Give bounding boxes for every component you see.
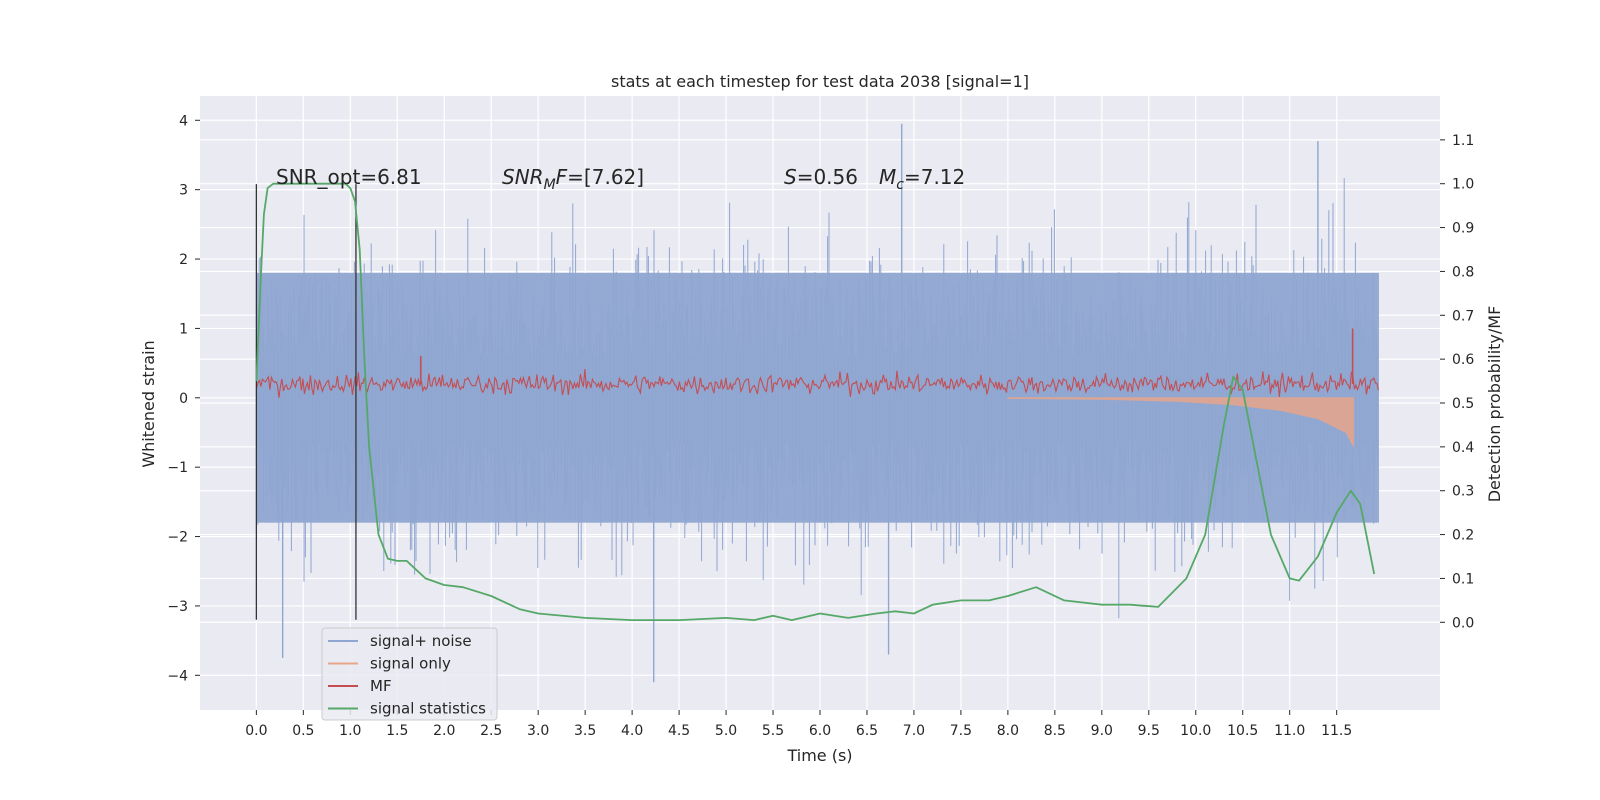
mf-trace [255, 368, 1379, 398]
annotation-s: S=0.56 [784, 165, 858, 189]
x-axis-label: Time (s) [786, 746, 852, 765]
x-tick-label: 9.0 [1091, 723, 1113, 739]
x-tick-label: 8.0 [997, 723, 1019, 739]
y-tick-label: −3 [167, 599, 188, 615]
legend-entry: signal+ noise [370, 632, 472, 650]
x-tick-label: 0.5 [292, 723, 314, 739]
signal-statistics-line [255, 182, 1376, 621]
snr-mf-a: SNR [502, 165, 544, 189]
snr-mf-b: F [556, 165, 568, 189]
annotation-mc: Mc=7.12 [879, 165, 965, 193]
y-tick-label: −2 [167, 530, 188, 546]
y2-tick-label: 0.6 [1452, 352, 1474, 368]
x-tick-label: 1.5 [386, 723, 408, 739]
s-val: =0.56 [797, 165, 858, 189]
y2-tick-label: 0.9 [1452, 221, 1474, 237]
signal-only-envelope [1007, 397, 1355, 447]
x-tick-label: 6.5 [856, 723, 878, 739]
y-tick-label: 1 [179, 321, 188, 337]
x-tick-label: 5.0 [715, 723, 737, 739]
y2-tick-label: 0.7 [1452, 308, 1474, 324]
y-tick-label: 4 [179, 113, 188, 129]
x-tick-label: 3.0 [527, 723, 549, 739]
x-tick-label: 10.5 [1227, 723, 1258, 739]
y2-tick-label: 1.0 [1452, 177, 1474, 193]
s-var: S [784, 165, 797, 189]
annotation-snr-opt: SNR_opt=6.81 [276, 165, 422, 189]
mc-var: M [879, 165, 896, 189]
x-tick-label: 2.0 [433, 723, 455, 739]
legend-box [321, 627, 498, 721]
snr-mf-c: =[7.62] [567, 165, 644, 189]
x-tick-label: 8.5 [1044, 723, 1066, 739]
x-tick-label: 11.0 [1274, 723, 1305, 739]
y2-tick-label: 1.1 [1452, 133, 1474, 149]
x-tick-label: 4.5 [668, 723, 690, 739]
y-tick-label: 3 [179, 183, 188, 199]
y2-tick-label: 0.0 [1452, 615, 1474, 631]
y2-axis-label: Detection probability/MF [1485, 306, 1504, 503]
x-tick-label: 11.5 [1321, 723, 1352, 739]
snr-mf-sub: M [544, 177, 556, 193]
y2-tick-label: 0.4 [1452, 440, 1474, 456]
y2-tick-label: 0.5 [1452, 396, 1474, 412]
x-tick-label: 9.5 [1138, 723, 1160, 739]
x-tick-label: 7.0 [903, 723, 925, 739]
x-tick-label: 6.0 [809, 723, 831, 739]
x-tick-label: 7.5 [950, 723, 972, 739]
x-tick-label: 0.0 [245, 723, 267, 739]
x-tick-label: 1.0 [339, 723, 361, 739]
x-tick-label: 10.0 [1180, 723, 1211, 739]
mc-sub: c [896, 177, 904, 193]
legend: signal+ noise signal only MF signal statist… [321, 627, 498, 721]
y2-tick-label: 0.1 [1452, 571, 1474, 587]
data-layer [255, 123, 1379, 683]
legend-entry: MF [370, 677, 392, 695]
y2-tick-label: 0.8 [1452, 264, 1474, 280]
y-tick-label: −1 [167, 460, 188, 476]
legend-entry: signal only [370, 655, 451, 673]
mc-val: =7.12 [904, 165, 965, 189]
ticks: 0.0 0.5 1.0 1.5 2.0 2.5 3.0 3.5 4.0 4.5 5.0 5.5 6.0 6… [167, 113, 1474, 739]
chart-title: stats at each timestep for test data 203… [611, 72, 1029, 91]
y-tick-label: 0 [179, 391, 188, 407]
y-axis-label: Whitened strain [139, 340, 158, 467]
y-tick-label: −4 [167, 668, 188, 684]
y2-tick-label: 0.2 [1452, 528, 1474, 544]
y2-tick-label: 0.3 [1452, 484, 1474, 500]
x-tick-label: 2.5 [480, 723, 502, 739]
annotation-snr-mf: SNRMF=[7.62] [502, 165, 644, 193]
x-tick-label: 4.0 [621, 723, 643, 739]
x-tick-label: 5.5 [762, 723, 784, 739]
legend-entry: signal statistics [370, 700, 486, 718]
y-tick-label: 2 [179, 252, 188, 268]
x-tick-label: 3.5 [574, 723, 596, 739]
